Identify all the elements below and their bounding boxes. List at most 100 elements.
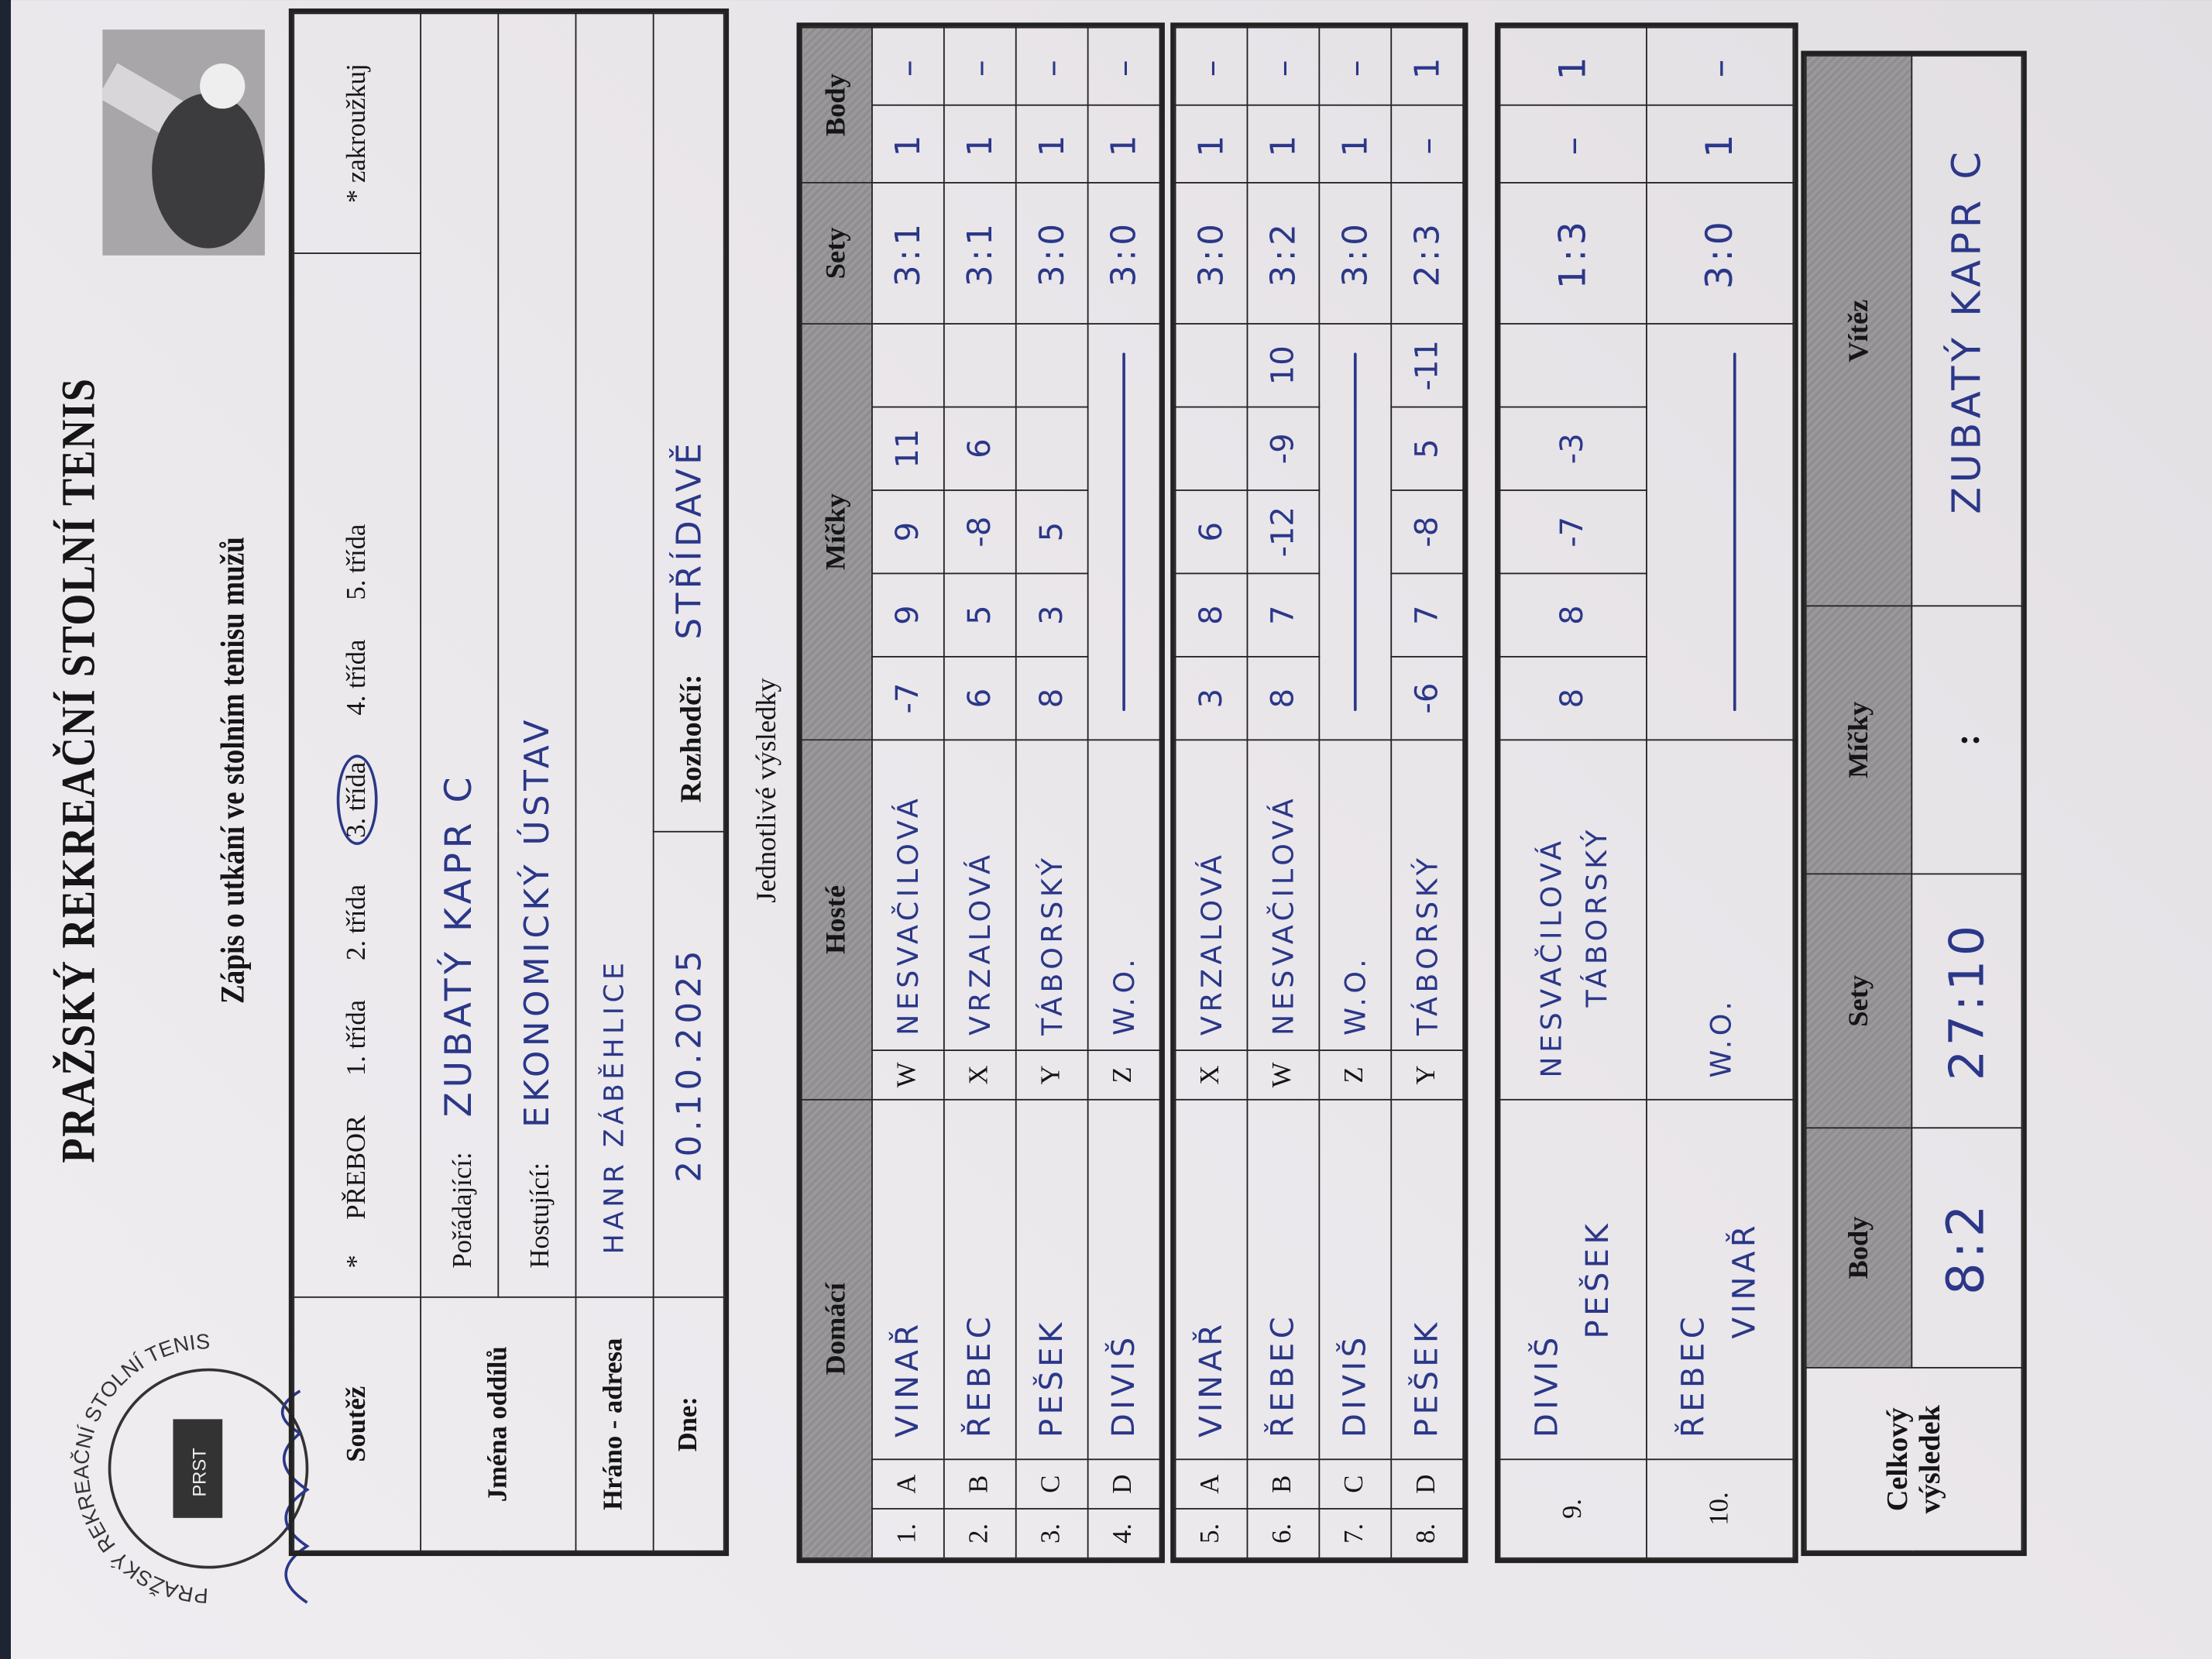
home-player: DIVIŠ [1530, 1333, 1566, 1438]
hostujici-row: Hostující: EKONOMICKÝ ÚSTAV [498, 13, 576, 1297]
guest-player: W.O. [1319, 740, 1392, 1051]
ball-score: -8 [1391, 489, 1464, 574]
home-player: PEŠEK [1391, 1099, 1464, 1460]
home-player: PEŠEK [1580, 1219, 1616, 1339]
ball-score: 3 [1015, 573, 1088, 657]
home-pair: DIVIŠ PEŠEK [1499, 1099, 1647, 1460]
guest-player: TÁBORSKÝ [1578, 826, 1613, 1008]
ball-score: -11 [1391, 324, 1464, 407]
strike-line [1122, 352, 1125, 711]
home-player: DIVIŠ [1319, 1099, 1392, 1460]
points-value: – [1087, 27, 1160, 105]
dne-label: Dne: [653, 1297, 724, 1551]
sets-score: 3:2 [1247, 182, 1320, 325]
match-number: 9. [1499, 1459, 1647, 1558]
ball-score: -12 [1247, 489, 1320, 574]
sets-score: 1:3 [1499, 182, 1647, 325]
home-letter: C [1015, 1459, 1088, 1510]
summary-header-balls: Míčky [1805, 606, 1912, 874]
match-row: 6. B ŘEBEC W NESVAČILOVÁ 8 7 -12 -9 10 3:2 1– [1247, 27, 1320, 1558]
ball-score: 7 [1391, 573, 1464, 657]
page-title: PRAŽSKÝ REKREAČNÍ STOLNÍ TENIS [53, 377, 106, 1163]
match-number: 8. [1391, 1509, 1464, 1558]
hrano-adresa-label: Hráno - adresa [575, 1297, 654, 1551]
home-player: ŘEBEC [943, 1099, 1016, 1460]
home-letter: B [943, 1459, 1016, 1510]
home-letter: D [1391, 1459, 1464, 1510]
singles-table-2: 5. A VINAŘ X VRZALOVÁ 3 8 6 3:0 1–6. B ŘEBEC W NESVAČ… [1173, 4, 1465, 1582]
match-row: 1. A VINAŘ W NESVAČILOVÁ -7 9 9 11 3:1 1– [871, 27, 944, 1558]
home-player: ŘEBEC [1677, 1312, 1713, 1438]
soutez-option: 1. třída [342, 999, 372, 1076]
points-value: 1 [1087, 105, 1160, 183]
zakrouzkuj-note: * zakroužkuj [294, 13, 421, 253]
ball-score: 10 [1247, 324, 1320, 407]
ball-score: 5 [943, 573, 1016, 657]
points-value: 1 [871, 105, 944, 183]
match-number: 10. [1646, 1459, 1794, 1558]
points-value: – [1391, 105, 1464, 183]
guest-letter: Z [1319, 1050, 1392, 1100]
soutez-option: 2. třída [342, 884, 372, 960]
points-value: 1 [1015, 105, 1088, 183]
ball-score: -6 [1391, 656, 1464, 740]
summary-header-sets: Sety [1805, 874, 1912, 1128]
home-player: VINAŘ [1175, 1099, 1248, 1460]
guest-player: TÁBORSKÝ [1391, 740, 1464, 1051]
match-row: 5. A VINAŘ X VRZALOVÁ 3 8 6 3:0 1– [1175, 27, 1248, 1558]
guest-letter: W [1247, 1050, 1320, 1100]
ball-score: 8 [1499, 573, 1647, 657]
balls-walkover-line [1646, 324, 1794, 740]
guest-letter: Y [1015, 1050, 1088, 1100]
points-value: 1 [1319, 105, 1392, 183]
guest-player: W.O. [1087, 740, 1160, 1051]
ball-score [1015, 323, 1088, 407]
match-number: 5. [1175, 1509, 1248, 1558]
summary-label: Celkový výsledek [1805, 1367, 2022, 1551]
guest-letter: X [943, 1050, 1016, 1100]
ball-score: 6 [1175, 489, 1248, 574]
points-value: – [1319, 27, 1392, 105]
soutez-option: 4. třída [342, 639, 372, 716]
guest-player: NESVAČILOVÁ [1247, 740, 1320, 1051]
guest-pair: W.O. [1646, 740, 1794, 1100]
match-number: 4. [1087, 1509, 1160, 1558]
ball-score [1175, 407, 1248, 490]
ball-score: 6 [943, 656, 1016, 740]
singles-table-1: Domácí Hosté Míčky Sety Body 1. A VINAŘ W NESVAČI… [799, 9, 1162, 1577]
ball-score: -7 [871, 656, 944, 740]
ball-score: 7 [1247, 573, 1320, 657]
summary-table: Celkový výsledek Body Sety Míčky Vítěz 8… [1805, 26, 2024, 1582]
header-guest: Hosté [801, 740, 872, 1100]
home-letter: C [1319, 1459, 1392, 1510]
home-letter: A [871, 1459, 944, 1510]
ball-score [1015, 407, 1088, 490]
doubles-table: 9. DIVIŠ PEŠEK NESVAČILOVÁ TÁBORSKÝ 8 8 -7 -3 1:3… [1498, 5, 1795, 1582]
match-number: 7. [1319, 1509, 1392, 1558]
signature [280, 1389, 310, 1604]
guest-player: NESVAČILOVÁ [871, 740, 944, 1051]
points-value: – [943, 27, 1016, 105]
balls-walkover-line [1319, 324, 1392, 740]
ball-score [943, 323, 1016, 407]
summary-balls: : [1911, 606, 2022, 874]
match-number: 3. [1015, 1509, 1088, 1558]
points-value: 1 [1175, 105, 1248, 183]
home-letter: A [1175, 1459, 1248, 1510]
rozhodci-row: Rozhodčí: STŘÍDAVĚ [653, 13, 724, 832]
strike-line [1353, 352, 1357, 712]
doubles-row: 9. DIVIŠ PEŠEK NESVAČILOVÁ TÁBORSKÝ 8 8 -7 -3 1:3… [1499, 27, 1647, 1558]
poradajici-value: ZUBATÝ KAPR C [438, 772, 481, 1118]
section-label: Jednotlivé výsledky [751, 678, 783, 903]
match-number: 6. [1247, 1509, 1320, 1558]
soutez-label: Soutěž [294, 1297, 421, 1551]
doubles-row: 10. ŘEBEC VINAŘ W.O. 3:0 1– [1646, 27, 1794, 1558]
match-row: 8. D PEŠEK Y TÁBORSKÝ -6 7 -8 5 -11 2:3–1 [1391, 27, 1464, 1558]
guest-letter: W [871, 1050, 944, 1100]
points-value: – [1247, 27, 1320, 105]
guest-player: TÁBORSKÝ [1015, 740, 1088, 1051]
sets-score: 3:0 [1015, 182, 1088, 324]
summary-points: 8:2 [1911, 1128, 2022, 1368]
sets-score: 3:1 [871, 182, 944, 324]
ball-score: -7 [1499, 489, 1647, 574]
